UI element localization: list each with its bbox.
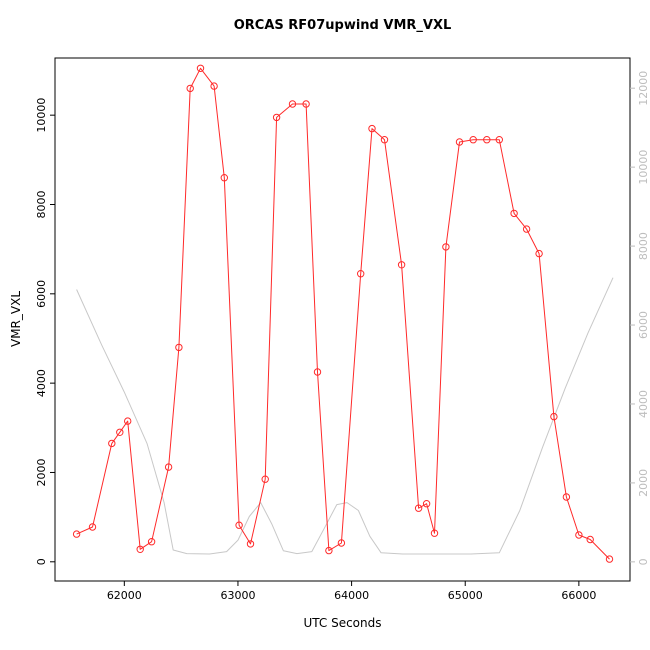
series-marker-VMR_VXL bbox=[586, 535, 594, 544]
y-right-tick-label: 12000 bbox=[637, 71, 650, 106]
series-marker-VMR_VXL bbox=[422, 500, 431, 508]
series-marker-VMR_VXL bbox=[124, 417, 132, 425]
series-marker-VMR_VXL bbox=[414, 504, 423, 512]
series-marker-VMR_VXL bbox=[575, 531, 583, 539]
series-marker-VMR_VXL bbox=[186, 84, 194, 93]
y-right-tick-label: 8000 bbox=[637, 232, 650, 260]
x-tick-label: 63000 bbox=[220, 589, 255, 602]
x-tick-label: 65000 bbox=[448, 589, 483, 602]
y-left-tick-label: 6000 bbox=[35, 280, 48, 308]
series-marker-VMR_VXL bbox=[562, 493, 571, 501]
plot-box bbox=[54, 57, 631, 582]
series-marker-VMR_VXL bbox=[397, 261, 406, 269]
series-marker-VMR_VXL bbox=[147, 538, 156, 546]
y-right-tick-label: 6000 bbox=[637, 311, 650, 339]
x-tick-label: 66000 bbox=[561, 589, 596, 602]
series-marker-VMR_VXL bbox=[302, 100, 310, 108]
series-marker-VMR_VXL bbox=[272, 113, 281, 122]
series-marker-VMR_VXL bbox=[175, 343, 183, 352]
series-marker-VMR_VXL bbox=[136, 545, 144, 553]
series-marker-VMR_VXL bbox=[88, 523, 97, 531]
series-marker-VMR_VXL bbox=[246, 540, 255, 548]
series-marker-VMR_VXL bbox=[313, 368, 322, 376]
y-left-tick-label: 2000 bbox=[35, 458, 48, 486]
series-marker-VMR_VXL bbox=[495, 136, 503, 144]
series-marker-VMR_VXL bbox=[235, 521, 243, 529]
x-tick-label: 64000 bbox=[334, 589, 369, 602]
series-marker-VMR_VXL bbox=[261, 475, 269, 483]
series-marker-VMR_VXL bbox=[164, 463, 173, 471]
series-marker-VMR_VXL bbox=[288, 100, 297, 108]
y-right-tick-label: 0 bbox=[637, 558, 650, 565]
series-marker-VMR_VXL bbox=[220, 174, 229, 182]
y-left-tick-label: 10000 bbox=[35, 98, 48, 133]
series-marker-VMR_VXL bbox=[368, 124, 376, 133]
series-line-secondary-gray-trace bbox=[76, 277, 614, 555]
series-marker-VMR_VXL bbox=[196, 64, 205, 73]
series-marker-VMR_VXL bbox=[550, 412, 558, 421]
series-marker-VMR_VXL bbox=[455, 138, 464, 146]
y-right-tick-label: 4000 bbox=[637, 390, 650, 418]
series-marker-VMR_VXL bbox=[469, 136, 477, 144]
series-marker-VMR_VXL bbox=[210, 82, 218, 90]
x-axis-label: UTC Seconds bbox=[303, 616, 382, 630]
y-left-tick-label: 4000 bbox=[35, 369, 48, 397]
series-marker-VMR_VXL bbox=[535, 249, 543, 258]
chart-title: ORCAS RF07upwind VMR_VXL bbox=[233, 18, 452, 33]
series-marker-VMR_VXL bbox=[522, 225, 531, 233]
series-marker-VMR_VXL bbox=[325, 546, 333, 555]
series-marker-VMR_VXL bbox=[430, 529, 439, 537]
series-line-VMR_VXL bbox=[76, 67, 610, 560]
y-right-tick-label: 10000 bbox=[637, 150, 650, 185]
series-marker-VMR_VXL bbox=[337, 539, 346, 547]
series-marker-VMR_VXL bbox=[380, 136, 389, 144]
y-left-tick-label: 0 bbox=[35, 558, 48, 565]
series-marker-VMR_VXL bbox=[72, 530, 81, 538]
series-marker-VMR_VXL bbox=[108, 439, 116, 448]
x-tick-label: 62000 bbox=[107, 589, 142, 602]
series-marker-VMR_VXL bbox=[442, 243, 450, 251]
series-marker-VMR_VXL bbox=[605, 555, 614, 563]
y-right-tick-label: 2000 bbox=[637, 469, 650, 497]
series-marker-VMR_VXL bbox=[357, 270, 365, 278]
y-left-tick-label: 8000 bbox=[35, 190, 48, 218]
series-marker-VMR_VXL bbox=[116, 428, 124, 436]
series-marker-VMR_VXL bbox=[483, 136, 491, 144]
series-marker-VMR_VXL bbox=[510, 209, 518, 218]
